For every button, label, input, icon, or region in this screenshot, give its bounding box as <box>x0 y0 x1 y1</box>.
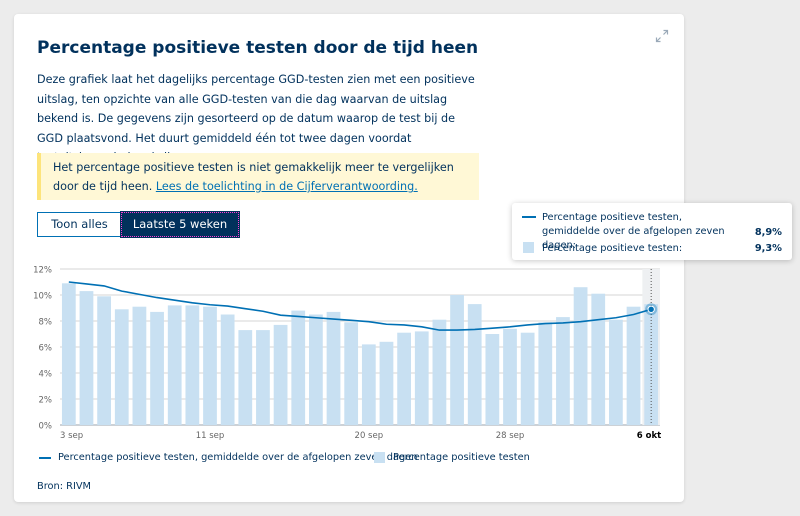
chart-bar <box>450 295 464 425</box>
cijferverantwoording-link[interactable]: Lees de toelichting in de Cijferverantwo… <box>155 180 418 193</box>
chart-bar <box>485 334 500 425</box>
notice-box: Het percentage positieve testen is niet … <box>37 153 479 200</box>
tooltip-line-swatch <box>522 216 536 218</box>
y-tick-label: 12% <box>33 266 52 276</box>
tooltip-line-value: 8,9% <box>754 227 782 238</box>
y-tick-label: 10% <box>33 292 52 302</box>
chart-bar <box>132 306 147 425</box>
x-tick-label: 11 sep <box>196 431 225 441</box>
legend-bar-label: Percentage positieve testen <box>393 452 530 463</box>
chart-bar <box>414 331 429 425</box>
tooltip-bar-value: 9,3% <box>754 243 782 254</box>
chart-bar <box>61 283 76 425</box>
chart-bar <box>467 304 482 425</box>
chart-bar <box>626 306 641 425</box>
x-tick-label: 6 okt <box>637 431 661 441</box>
y-tick-label: 8% <box>39 318 53 328</box>
tooltip-bar-swatch <box>523 242 534 253</box>
chart-bar <box>397 332 411 425</box>
chart-bar <box>344 322 359 425</box>
chart-bar <box>150 311 164 425</box>
chart-bar <box>185 305 200 425</box>
chart-bar <box>167 305 182 425</box>
expand-icon[interactable] <box>655 29 669 43</box>
tooltip-line-label: Percentage positieve testen, gemiddelde … <box>542 212 725 251</box>
chart-bar <box>520 332 535 425</box>
toggle-last-5-weeks-button[interactable]: Laatste 5 weken <box>120 211 240 238</box>
x-tick-label: 28 sep <box>496 431 525 441</box>
chart-bar <box>79 291 94 425</box>
chart-tooltip: Percentage positieve testen, gemiddelde … <box>512 203 792 260</box>
chart-bar <box>273 324 288 425</box>
x-tick-label: 3 sep <box>60 431 83 441</box>
chart-bar <box>291 310 306 425</box>
chart-bar <box>503 328 517 425</box>
x-tick-label: 20 sep <box>355 431 384 441</box>
chart-bar <box>556 317 570 425</box>
hover-point <box>647 305 655 313</box>
toggle-show-all-button[interactable]: Toon alles <box>37 212 121 237</box>
time-range-toggle: Toon alles Laatste 5 weken <box>37 211 240 238</box>
legend-line-label: Percentage positieve testen, gemiddelde … <box>58 452 418 463</box>
y-tick-label: 6% <box>39 344 53 354</box>
y-tick-label: 2% <box>39 396 53 406</box>
chart-bar <box>361 344 376 425</box>
chart-bar <box>609 319 623 425</box>
chart-bar <box>379 341 394 425</box>
average-line <box>68 281 652 331</box>
notice-text: Het percentage positieve testen is niet … <box>53 161 454 193</box>
chart-bar <box>644 304 659 425</box>
chart-bar <box>432 319 447 425</box>
source-label: Bron: RIVM <box>37 481 92 492</box>
chart-bar <box>326 311 341 425</box>
chart-bar <box>538 322 553 425</box>
chart-bar <box>114 309 129 425</box>
chart-bar <box>591 293 606 425</box>
tooltip-bar-label: Percentage positieve testen: <box>542 243 683 254</box>
chart-bar <box>256 330 270 425</box>
chart-bar <box>238 330 253 425</box>
chart-bar <box>203 306 217 425</box>
y-tick-label: 0% <box>39 422 53 432</box>
legend-line-swatch <box>39 457 51 459</box>
chart-bar <box>220 314 235 425</box>
chart-bar <box>309 314 323 425</box>
page-title: Percentage positieve testen door de tijd… <box>37 38 479 58</box>
chart-bar <box>97 296 111 425</box>
legend-bar-swatch <box>374 452 385 463</box>
chart-bar <box>573 287 588 425</box>
y-tick-label: 4% <box>39 370 53 380</box>
